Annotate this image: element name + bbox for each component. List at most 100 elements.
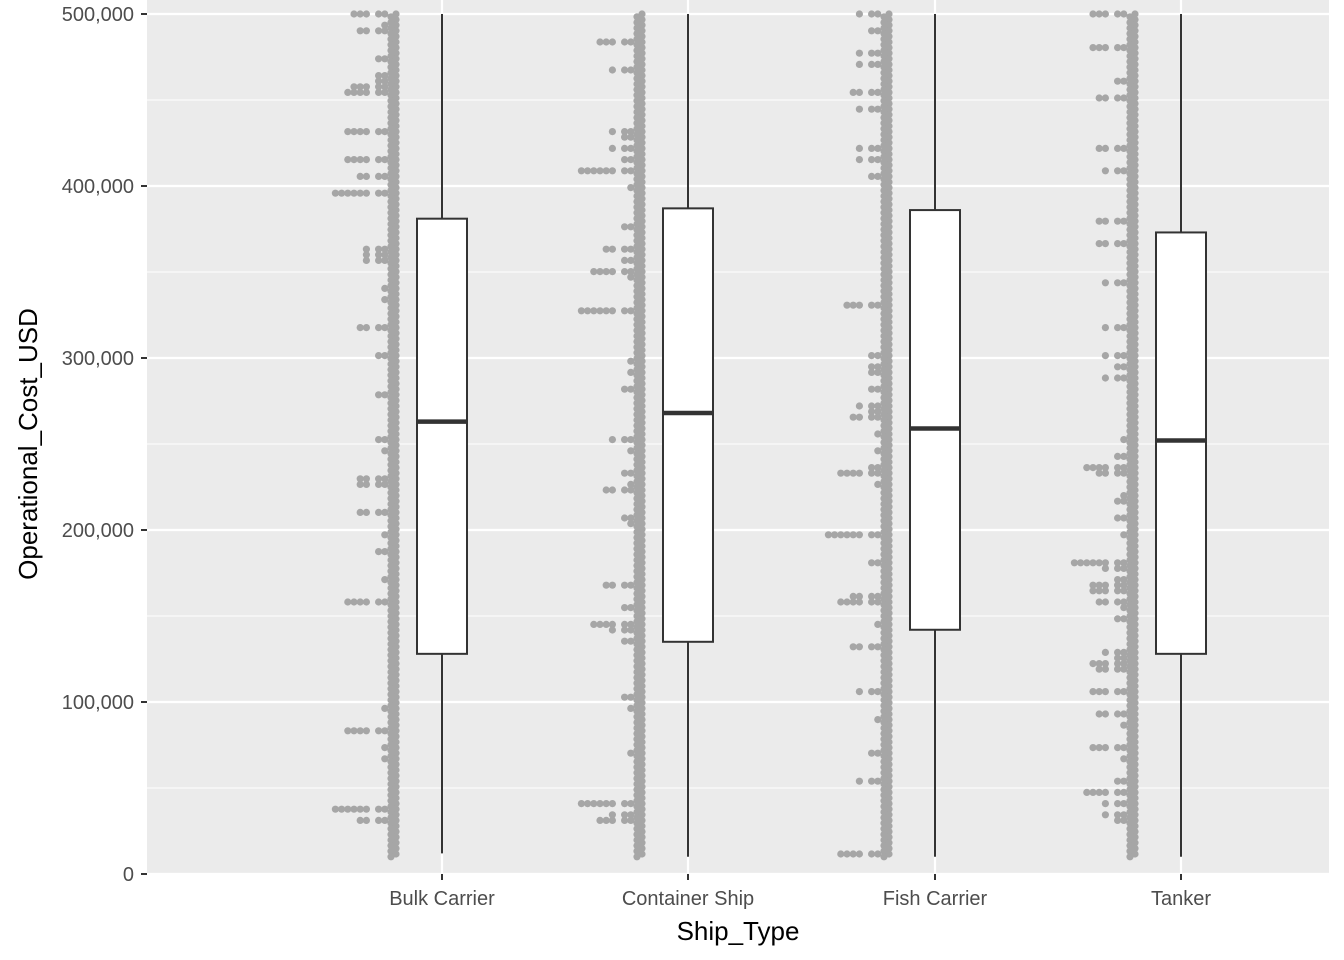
strip-dot [874, 592, 882, 601]
strip-dot [608, 626, 617, 634]
strip-dot [375, 128, 383, 136]
y-tick-label: 500,000 [62, 4, 134, 26]
x-tick-label: Fish Carrier [883, 888, 988, 910]
strip-dot [1101, 744, 1109, 752]
strip-dot [855, 10, 864, 18]
strip-dot [602, 307, 610, 315]
strip-dot [621, 486, 629, 494]
strip-dot [627, 128, 635, 136]
strip-dot [1089, 660, 1097, 668]
strip-dot [627, 256, 635, 264]
strip-dot [590, 307, 598, 315]
strip-dot [621, 436, 629, 444]
strip-dot [1089, 587, 1097, 595]
strip-dot [874, 531, 882, 539]
strip-dot [381, 10, 389, 18]
strip-dot [621, 223, 629, 231]
strip-dot [362, 245, 370, 253]
strip-dot [350, 10, 358, 18]
strip-dot [868, 49, 876, 57]
strip-dot [874, 688, 882, 696]
strip-dot [1114, 816, 1122, 825]
strip-dot [1089, 44, 1097, 52]
strip-dot [855, 598, 864, 606]
strip-dot [608, 268, 617, 276]
strip-dot [868, 413, 876, 421]
strip-dot [375, 352, 383, 360]
strip-dot [627, 514, 635, 522]
strip-dot [584, 167, 592, 175]
strip-dot [1120, 240, 1128, 248]
strip-dot [1101, 10, 1109, 18]
strip-dot [868, 60, 876, 68]
strip-dot [362, 83, 370, 91]
strip-dot [350, 83, 358, 91]
strip-dot [1101, 811, 1109, 819]
strip-dot [1120, 788, 1128, 797]
strip-dot [1120, 648, 1128, 657]
strip-dot [1101, 788, 1109, 797]
strip-dot [874, 447, 882, 455]
strip-dot [868, 688, 876, 696]
strip-dot [849, 469, 857, 477]
strip-dot [375, 816, 383, 825]
strip-dot [627, 368, 635, 376]
strip-dot [1120, 531, 1128, 539]
strip-dot [855, 531, 864, 539]
strip-dot [381, 447, 389, 455]
strip-dot [855, 777, 864, 785]
strip-dot [375, 727, 383, 735]
strip-dot [621, 156, 629, 164]
strip-dot [1114, 598, 1122, 606]
box-tanker [1155, 14, 1207, 857]
y-tick-label: 200,000 [62, 520, 134, 542]
strip-dot [627, 273, 635, 281]
strip-dot [1120, 811, 1128, 819]
strip-dot [1101, 217, 1109, 225]
strip-dot [344, 189, 352, 197]
strip-dot [874, 413, 882, 421]
strip-dot [633, 853, 641, 861]
strip-dot [375, 598, 383, 606]
strip-dot [350, 727, 358, 735]
strip-dot [874, 385, 882, 393]
strip-dot [868, 749, 876, 757]
strip-dot [1089, 744, 1097, 752]
strip-dot [602, 800, 610, 808]
strip-dot [868, 531, 876, 539]
strip-dot [627, 520, 635, 528]
y-tick-label: 0 [123, 864, 134, 886]
strip-dot [1114, 352, 1122, 360]
strip-dot [362, 480, 370, 488]
strip-dot [344, 156, 352, 164]
strip-dot [608, 66, 617, 74]
strip-dot [596, 38, 604, 46]
strip-dot [843, 531, 851, 539]
strip-dot [344, 805, 352, 813]
strip-dot [381, 480, 389, 488]
strip-dot [362, 475, 370, 483]
strip-dot [356, 805, 364, 813]
strip-dot [849, 413, 857, 421]
strip-dot [1095, 144, 1103, 152]
strip-dot [621, 626, 629, 634]
strip-dot [381, 55, 389, 63]
strip-dot [608, 800, 617, 808]
strip-dot [608, 486, 617, 494]
strip-dot [1120, 564, 1128, 573]
strip-dot [1120, 615, 1128, 623]
strip-dot [1120, 559, 1128, 567]
strip-dot [627, 167, 635, 175]
strip-dot [356, 508, 364, 516]
strip-dot [602, 268, 610, 276]
strip-dot [375, 156, 383, 164]
strip-dot [375, 172, 383, 180]
strip-dot [874, 643, 882, 651]
strip-dot [868, 88, 876, 96]
strip-dot [1101, 581, 1109, 589]
strip-dot [874, 480, 882, 488]
strip-dot [1095, 10, 1103, 18]
strip-dot [1120, 744, 1128, 752]
strip-dot [874, 408, 882, 416]
strip-dot [1095, 44, 1103, 52]
